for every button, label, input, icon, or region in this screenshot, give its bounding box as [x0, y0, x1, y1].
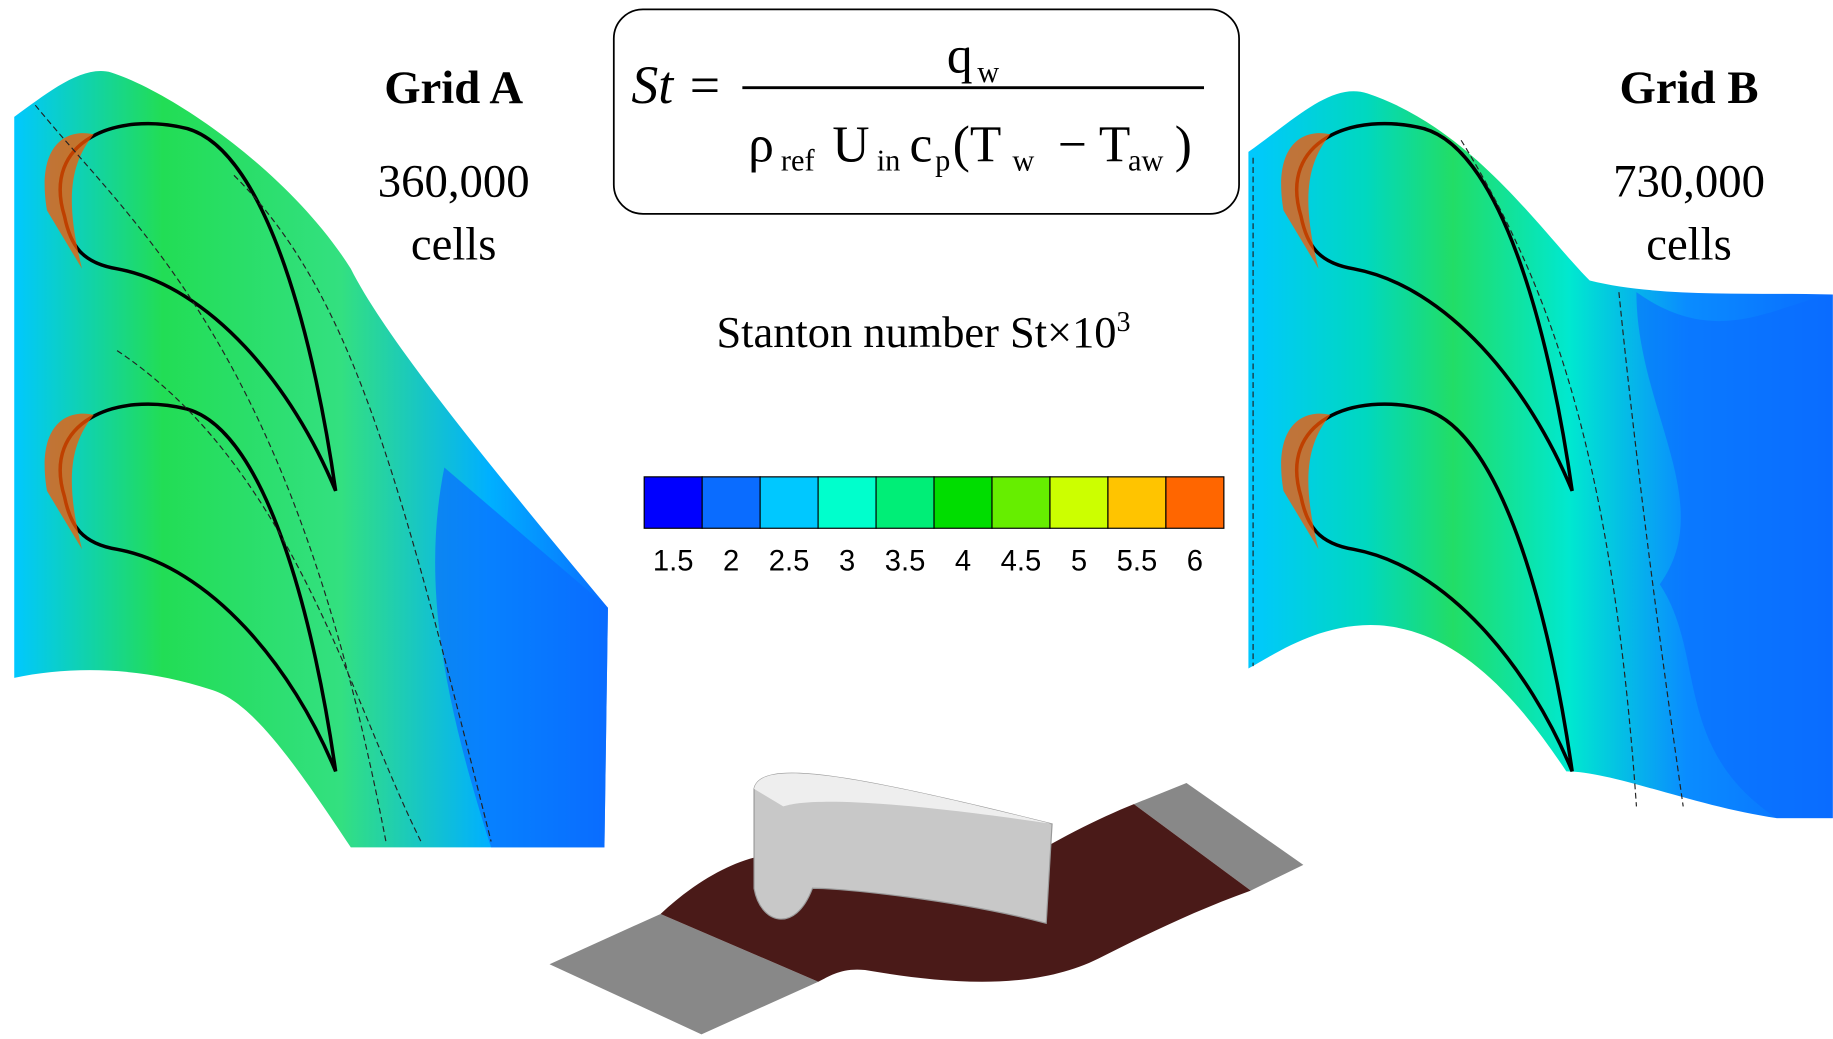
denominator-base: ) [1175, 116, 1192, 173]
contour-band [435, 467, 608, 848]
colorbar-tick-label: 2.5 [769, 545, 810, 577]
colorbar-title: Stanton number St×103 [716, 307, 1130, 357]
denominator-sub: aw [1128, 144, 1163, 178]
denominator-sub: ref [781, 144, 816, 178]
colorbar-swatch [933, 476, 993, 529]
denominator-sub: w [1012, 144, 1034, 178]
grid-b-plot [1248, 91, 1833, 819]
colorbar-swatch [759, 476, 819, 529]
grid-a-cells: 360,000 [378, 155, 530, 207]
colorbar-tick-label: 5 [1071, 545, 1087, 577]
colorbar-swatch [875, 476, 935, 529]
colorbar-title-superscript: 3 [1117, 307, 1131, 338]
blade [1294, 121, 1574, 492]
denominator-sub: p [935, 144, 950, 178]
colorbar-tick-label: 4 [955, 545, 971, 577]
hot-spot [1281, 133, 1331, 269]
blade-a2 [44, 402, 338, 773]
blade-3d [549, 772, 1304, 1035]
numerator-base: q [947, 27, 973, 84]
plate-end [549, 913, 819, 1035]
denominator-sub: in [877, 144, 901, 178]
grid-b-unit: cells [1646, 218, 1732, 270]
colorbar-tick-label: 1.5 [653, 545, 694, 577]
blade [58, 402, 338, 773]
colorbar-swatch [991, 476, 1051, 529]
blade-b2 [1281, 402, 1574, 773]
plate-end [1133, 783, 1304, 891]
grid-a-plot [14, 71, 608, 848]
colorbar: 1.5 2 2.5 3 3.5 4 4.5 5 5.5 6 [643, 476, 1225, 577]
colorbar-swatch [1107, 476, 1167, 529]
colorbar-swatch [1165, 476, 1225, 529]
denominator-base: U [832, 116, 869, 173]
hot-spot [1281, 413, 1331, 550]
grid-b-title: Grid B [1620, 62, 1759, 114]
blade [1294, 402, 1574, 773]
colorbar-swatch [701, 476, 761, 529]
denominator-base: c [909, 116, 932, 173]
colorbar-tick-label: 3 [839, 545, 855, 577]
colorbar-swatch [643, 476, 703, 529]
hot-spot [44, 133, 94, 269]
numerator-sub: w [977, 55, 999, 89]
grid-a-title: Grid A [384, 62, 523, 114]
grid-a-unit: cells [411, 218, 497, 270]
denominator-base: ρ [748, 116, 774, 173]
grid-b-cells: 730,000 [1613, 155, 1765, 207]
contour-lines [34, 104, 492, 842]
colorbar-tick-label: 2 [723, 545, 739, 577]
blade [58, 121, 338, 492]
colorbar-swatch [817, 476, 877, 529]
formula-lhs: St [631, 55, 675, 115]
contour-lines [1252, 139, 1684, 807]
formula-equals: = [690, 55, 720, 115]
formula-box [612, 8, 1240, 215]
contour-band [1636, 292, 1833, 819]
colorbar-swatch [1049, 476, 1109, 529]
colorbar-tick-label: 5.5 [1117, 545, 1158, 577]
blade-a1 [44, 121, 338, 492]
colorbar-title-text: Stanton number St×10 [716, 307, 1116, 357]
denominator-base: − T [1058, 116, 1130, 173]
colorbar-tick-label: 3.5 [885, 545, 926, 577]
colorbar-tick-label: 4.5 [1001, 545, 1042, 577]
blade-top [754, 773, 1053, 824]
blade-b1 [1281, 121, 1574, 492]
hot-spot [44, 413, 94, 550]
colorbar-tick-label: 6 [1187, 545, 1203, 577]
denominator-base: (T [953, 116, 1002, 173]
